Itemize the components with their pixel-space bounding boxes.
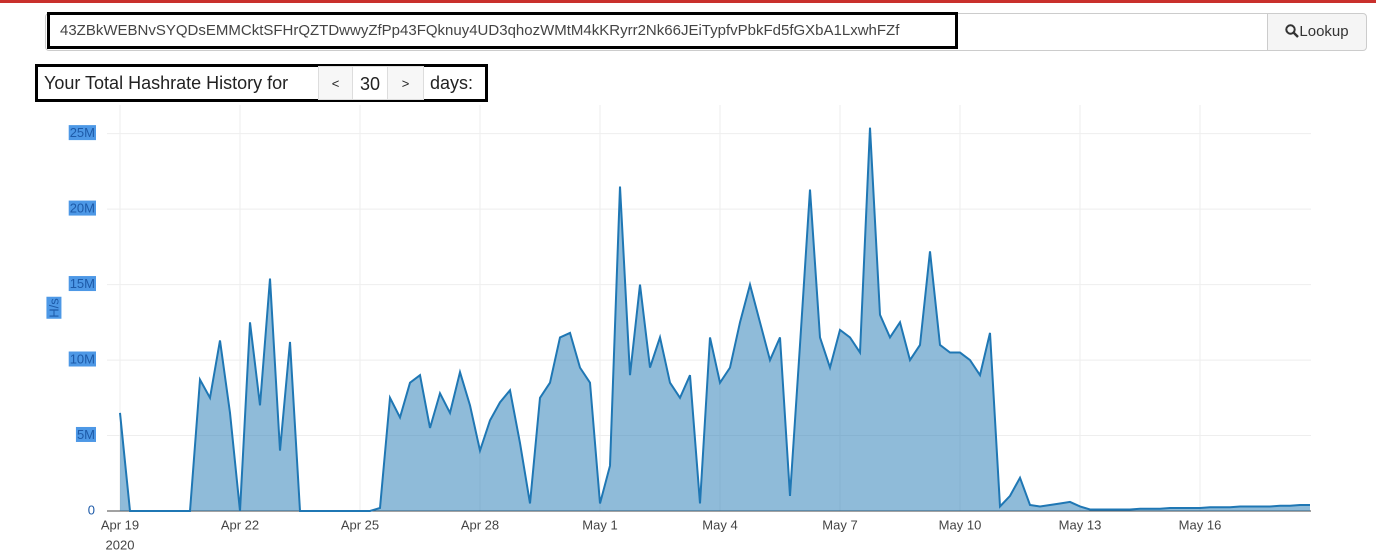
y-axis-label: H/s [46, 298, 61, 318]
y-tick-label: 0 [88, 502, 95, 517]
prev-button[interactable]: < [318, 66, 353, 100]
x-tick-label: May 1 [582, 517, 617, 532]
x-tick-label: May 10 [939, 517, 982, 532]
x-tick-label: May 13 [1059, 517, 1102, 532]
y-tick-label: 10M [70, 352, 95, 367]
lookup-label: Lookup [1299, 23, 1349, 40]
area [120, 127, 1310, 511]
y-tick-highlight [68, 125, 96, 141]
header-suffix: days: [430, 73, 474, 93]
search-icon [1285, 24, 1300, 38]
header-prefix: Your Total Hashrate History for [44, 73, 289, 93]
y-tick-label: 20M [70, 201, 95, 216]
y-tick-label: 5M [77, 427, 95, 442]
x-tick-label: May 7 [822, 517, 857, 532]
days-input[interactable]: 30 [352, 66, 388, 100]
x-tick-label: Apr 19 [101, 517, 139, 532]
y-tick-highlight [68, 200, 96, 216]
y-label-highlight [46, 296, 62, 319]
y-tick-highlight [75, 426, 96, 442]
y-tick-highlight [68, 351, 96, 367]
next-button[interactable]: > [387, 66, 424, 100]
x-tick-label: Apr 28 [461, 517, 499, 532]
x-tick-label: May 4 [702, 517, 737, 532]
header-box [35, 64, 488, 102]
x-sublabel: 2020 [106, 537, 135, 552]
x-tick-label: Apr 22 [221, 517, 259, 532]
lookup-button[interactable]: Lookup [1267, 13, 1367, 51]
line [119, 127, 1310, 512]
y-tick-label: 15M [70, 276, 95, 291]
x-tick-label: May 16 [1179, 517, 1222, 532]
y-tick-label: 25M [70, 125, 95, 140]
top-bar [0, 0, 1376, 3]
x-tick-label: Apr 25 [341, 517, 379, 532]
address-input[interactable]: 43ZBkWEBNvSYQDsEMMCktSFHrQZTDwwyZfPp43FQ… [47, 12, 958, 49]
chart: Apr 19 2020 Apr 22 Apr 25 Apr 28 May 1 May 4 Ma… [46, 105, 1311, 552]
y-tick-highlight [68, 276, 96, 292]
